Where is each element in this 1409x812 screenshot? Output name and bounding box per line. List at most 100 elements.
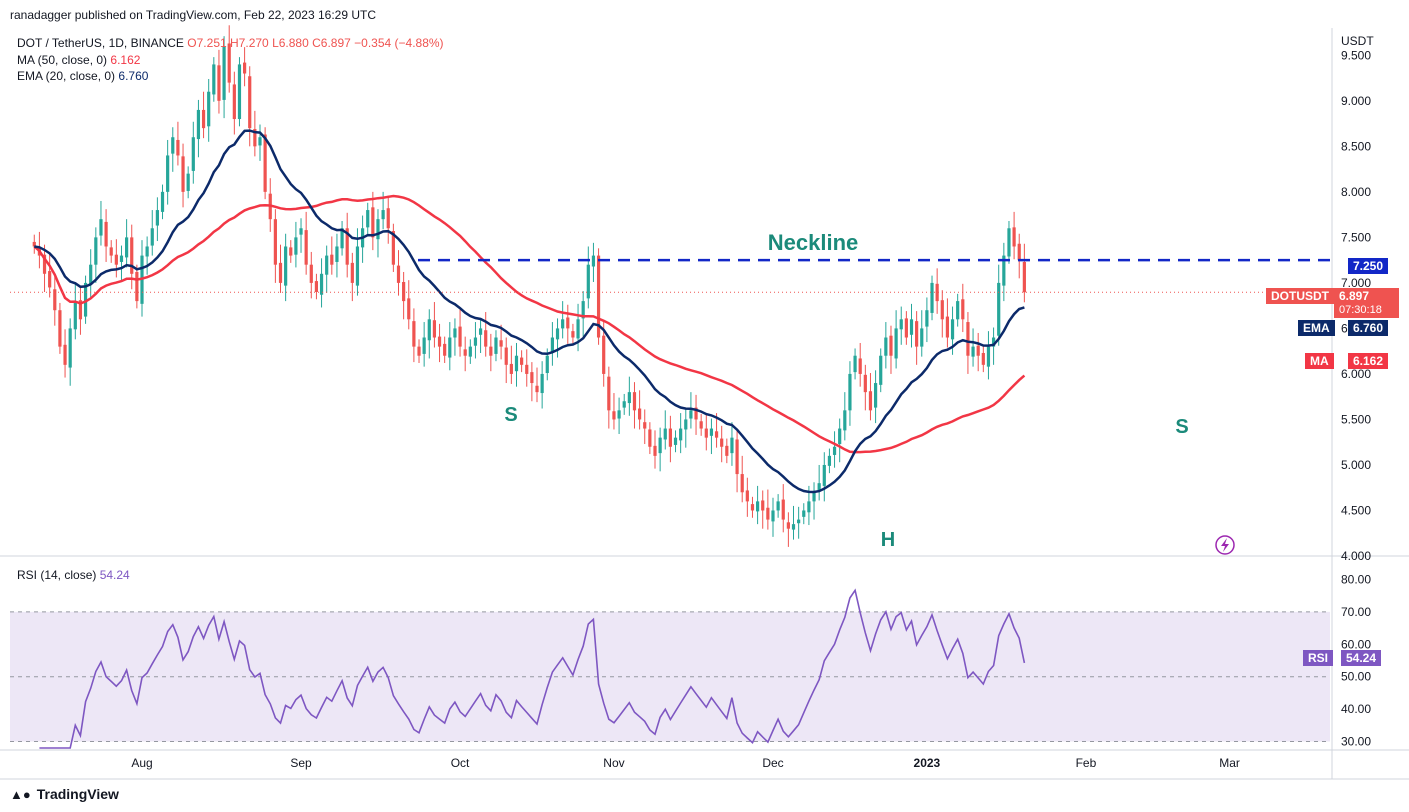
candle-body xyxy=(448,337,452,358)
candle-body xyxy=(437,336,442,347)
rsi-band xyxy=(10,611,1330,743)
ma-legend-label: MA (50, close, 0) xyxy=(17,53,108,67)
candle-body xyxy=(889,335,893,356)
candle-body xyxy=(771,510,775,522)
rsi-price-label: 54.24 xyxy=(1341,650,1382,666)
candle-body xyxy=(940,300,944,320)
candle-body xyxy=(253,129,257,147)
candle-body xyxy=(94,237,98,265)
candle-body xyxy=(540,373,544,394)
time-tick-label: Feb xyxy=(1076,756,1097,770)
tradingview-logo-icon: ▲● xyxy=(10,786,31,802)
candle-body xyxy=(1002,255,1006,286)
candle-body xyxy=(376,219,380,240)
candles xyxy=(32,25,1026,547)
candle-body xyxy=(104,221,108,247)
candle-body xyxy=(155,210,159,226)
candle-body xyxy=(868,391,873,411)
candle-body xyxy=(950,319,955,340)
ema-legend[interactable]: EMA (20, close, 0) 6.760 xyxy=(17,69,148,83)
candle-body xyxy=(776,501,780,511)
time-axis[interactable]: Aug Sep Oct Nov Dec 2023 Feb Mar xyxy=(131,756,1240,770)
time-tick-label: Aug xyxy=(131,756,152,770)
candle-body xyxy=(299,228,303,235)
ema-name-tag: EMA xyxy=(1298,320,1335,336)
candle-body xyxy=(668,428,672,447)
candle-body xyxy=(658,437,662,454)
candle-body xyxy=(391,231,395,265)
candle-body xyxy=(83,282,88,317)
candle-body xyxy=(114,254,118,265)
candle-body xyxy=(443,343,447,356)
candle-body xyxy=(222,46,226,100)
candle-body xyxy=(191,137,195,171)
time-tick-label: 2023 xyxy=(914,756,941,770)
candle-body xyxy=(643,422,647,429)
ema-legend-value: 6.760 xyxy=(118,69,149,83)
candle-body xyxy=(909,319,914,335)
candle-body xyxy=(243,62,247,74)
candle-body xyxy=(366,210,370,228)
candle-body xyxy=(920,328,924,347)
candle-body xyxy=(68,328,72,368)
rsi-line xyxy=(39,588,1026,749)
candle-body xyxy=(894,328,898,359)
right-shoulder-annotation: S xyxy=(1175,416,1188,438)
candle-body xyxy=(119,255,124,262)
lightning-icon[interactable] xyxy=(1215,535,1235,555)
current-price-value: 6.897 xyxy=(1339,289,1370,303)
candle-body xyxy=(289,247,293,256)
candle-body xyxy=(1007,228,1011,257)
footer[interactable]: ▲● TradingView xyxy=(10,786,119,802)
candle-body xyxy=(109,247,113,256)
candle-body xyxy=(304,230,308,265)
candle-body xyxy=(884,337,888,356)
close-value: C6.897 xyxy=(312,36,351,50)
candle-body xyxy=(935,283,939,302)
candle-body xyxy=(520,357,524,365)
candle-body xyxy=(186,173,190,191)
candle-body xyxy=(740,474,744,493)
time-tick-label: Mar xyxy=(1219,756,1240,770)
candle-body xyxy=(956,301,960,320)
ma-legend[interactable]: MA (50, close, 0) 6.162 xyxy=(17,53,140,67)
neckline-price-label: 7.250 xyxy=(1348,258,1389,274)
ticker-legend[interactable]: DOT / TetherUS, 1D, BINANCE O7.251 H7.27… xyxy=(17,36,444,50)
candle-body xyxy=(53,289,57,311)
candle-body xyxy=(278,262,283,283)
candle-body xyxy=(350,262,354,283)
candle-body xyxy=(407,298,411,320)
rsi-legend[interactable]: RSI (14, close) 54.24 xyxy=(17,568,130,582)
candle-body xyxy=(160,191,165,212)
candle-body xyxy=(915,321,919,347)
candle-body xyxy=(627,392,631,404)
candle-body xyxy=(791,524,796,530)
price-tick-label: 4.500 xyxy=(1341,503,1371,517)
candle-body xyxy=(961,299,965,320)
candle-body xyxy=(612,411,616,420)
candle-body xyxy=(555,328,560,340)
candle-body xyxy=(566,317,570,329)
candle-body xyxy=(340,228,344,249)
price-tick-label: 8.500 xyxy=(1341,139,1371,153)
candle-body xyxy=(494,337,498,354)
candle-body xyxy=(176,139,180,156)
candle-body xyxy=(42,254,47,274)
rsi-axis[interactable]: 80.00 70.00 60.00 50.00 40.00 30.00 xyxy=(1341,572,1371,748)
candle-body xyxy=(386,208,390,229)
candle-body xyxy=(402,281,406,302)
rsi-legend-label: RSI (14, close) xyxy=(17,568,97,582)
symbol-label[interactable]: DOT / TetherUS, 1D, BINANCE xyxy=(17,36,184,50)
candle-body xyxy=(704,428,708,438)
candle-body xyxy=(509,363,513,374)
candle-body xyxy=(986,346,991,367)
candle-body xyxy=(489,346,493,356)
left-shoulder-annotation: S xyxy=(504,404,517,426)
candle-body xyxy=(586,264,590,299)
candle-body xyxy=(571,331,575,338)
candle-body xyxy=(812,492,816,502)
candle-body xyxy=(622,401,626,408)
price-tick-label: 4.000 xyxy=(1341,549,1371,563)
time-tick-label: Nov xyxy=(603,756,624,770)
